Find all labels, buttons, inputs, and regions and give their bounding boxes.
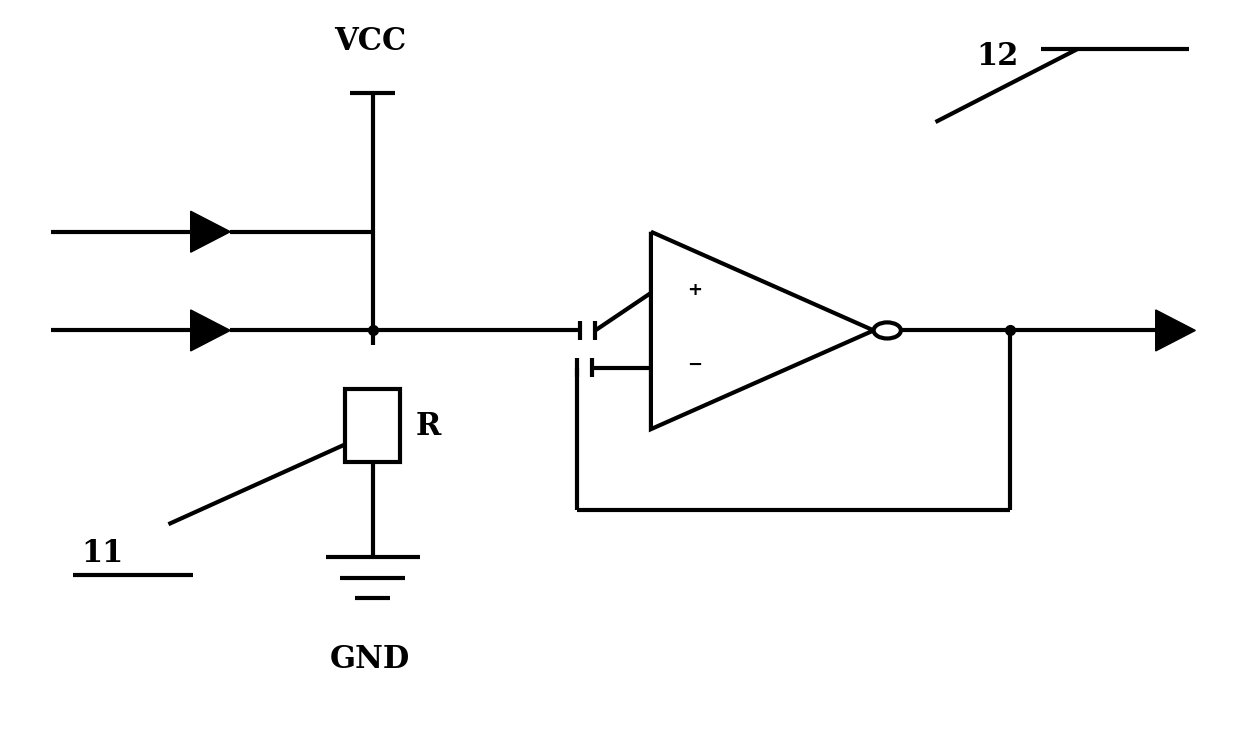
Text: VCC: VCC [334,26,407,57]
Text: 12: 12 [976,40,1018,72]
Bar [345,389,399,462]
Polygon shape [191,310,231,351]
Circle shape [874,322,900,338]
Text: R: R [415,412,441,443]
Text: +: + [687,281,702,299]
Polygon shape [191,211,231,252]
Text: 11: 11 [82,538,124,569]
Polygon shape [1156,310,1195,351]
Text: GND: GND [330,644,410,675]
Text: −: − [687,356,702,374]
